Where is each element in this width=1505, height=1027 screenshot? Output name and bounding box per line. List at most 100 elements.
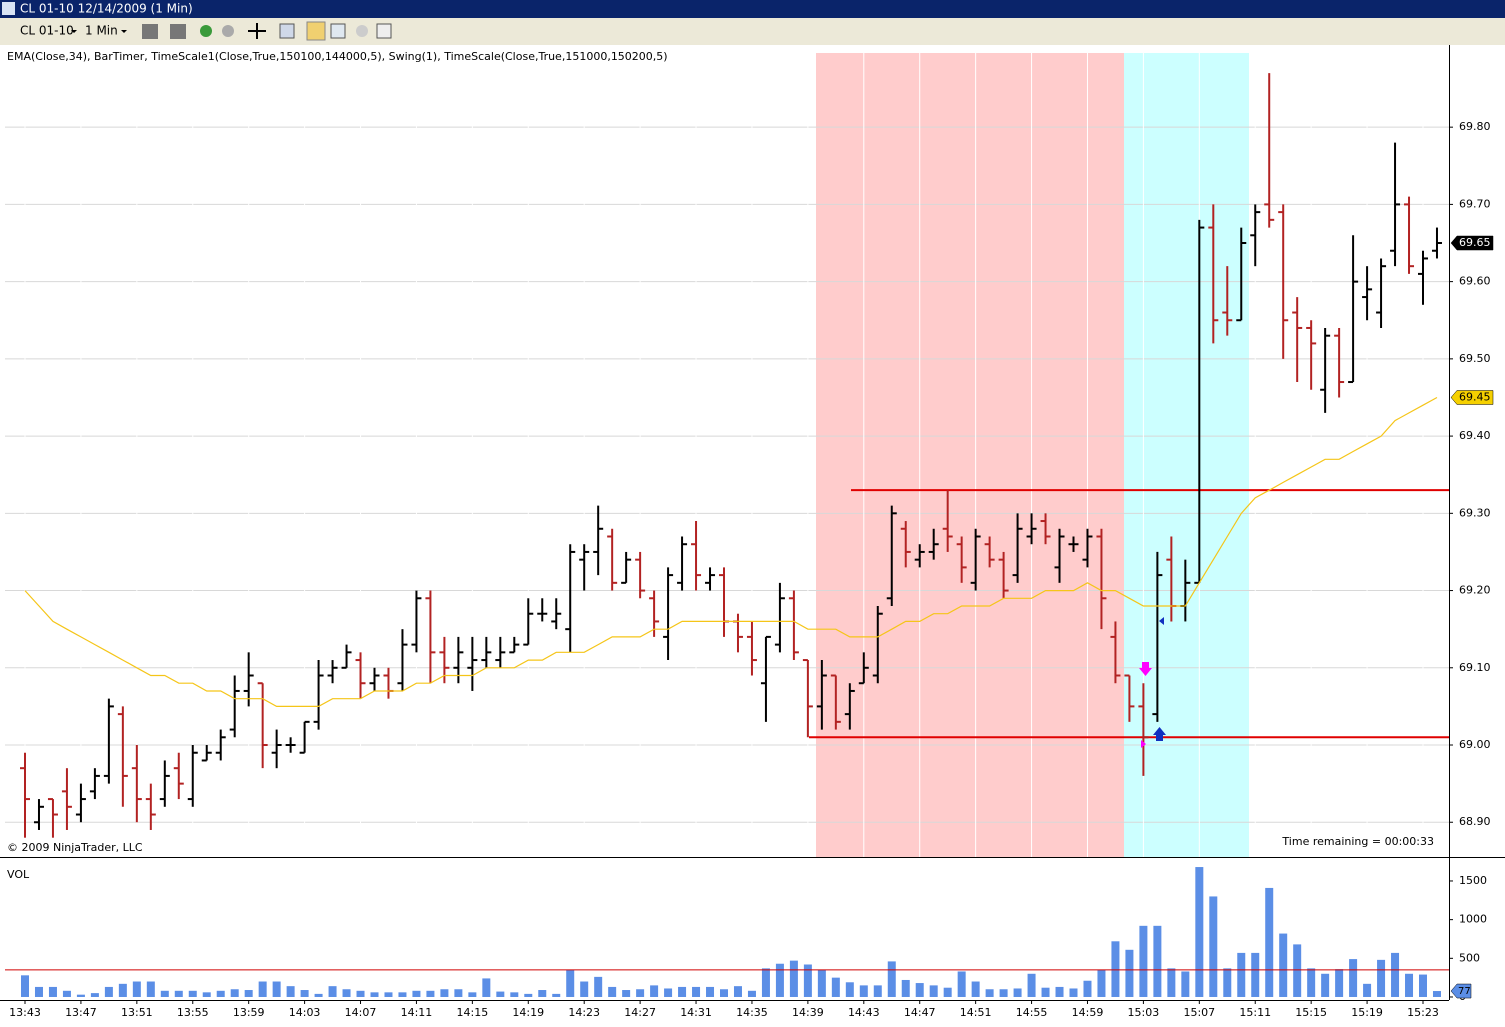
- volume-bar: [48, 986, 57, 997]
- x-tick-label: 13:59: [233, 1006, 265, 1019]
- volume-bar: [1153, 925, 1162, 997]
- volume-bar: [1111, 941, 1120, 997]
- x-tick-label: 15:19: [1351, 1006, 1383, 1019]
- interval-select[interactable]: 1 Min: [85, 24, 118, 38]
- volume-bar: [300, 990, 309, 997]
- record-button[interactable]: [356, 25, 368, 37]
- x-tick-label: 14:55: [1016, 1006, 1048, 1019]
- volume-bar: [62, 990, 71, 997]
- entry-arrow: [1153, 727, 1166, 741]
- volume-bar: [650, 985, 659, 997]
- volume-bar: [1265, 887, 1274, 997]
- y-tick-label: 1500: [1459, 874, 1487, 887]
- y-tick-label: 69.20: [1459, 584, 1491, 597]
- volume-bar: [1432, 991, 1441, 997]
- strategy-button[interactable]: [306, 21, 326, 41]
- indicator-list: EMA(Close,34), BarTimer, TimeScale1(Clos…: [7, 50, 668, 63]
- volume-bar: [775, 963, 784, 997]
- volume-bar: [859, 985, 868, 997]
- volume-bar: [664, 988, 673, 997]
- toolbar-buttons: [142, 21, 392, 41]
- draw-button[interactable]: [170, 24, 186, 39]
- y-tick-label: 69.60: [1459, 275, 1491, 288]
- x-tick-label: 14:43: [848, 1006, 880, 1019]
- volume-panel: 05001000150013:4313:4713:5113:5513:5914:…: [5, 867, 1487, 1019]
- volume-bar: [174, 990, 183, 997]
- volume-bar: [845, 982, 854, 997]
- volume-bar: [1391, 952, 1400, 997]
- x-tick-label: 14:27: [624, 1006, 656, 1019]
- volume-bar: [901, 979, 910, 997]
- volume-bar: [692, 986, 701, 997]
- bar-type-button[interactable]: [142, 24, 158, 39]
- volume-bar: [747, 990, 756, 997]
- crosshair-button[interactable]: [248, 23, 266, 39]
- y-tick-label: 69.10: [1459, 661, 1491, 674]
- x-tick-label: 14:35: [736, 1006, 768, 1019]
- x-tick-label: 13:43: [9, 1006, 41, 1019]
- volume-bar: [342, 989, 351, 997]
- ema-line: [24, 396, 1438, 707]
- y-tick-label: 69.70: [1459, 197, 1491, 210]
- ema-price-label-box: [1450, 390, 1494, 405]
- volume-bar: [873, 985, 882, 997]
- volume-bar: [971, 981, 980, 997]
- x-tick-label: 14:11: [401, 1006, 433, 1019]
- volume-bar: [538, 990, 547, 997]
- volume-bar: [370, 992, 379, 997]
- zoom-in-button[interactable]: [200, 25, 212, 37]
- volume-bar: [957, 971, 966, 997]
- price-panel: 68.90 69.00 69.10 69.20 69.30 69.40 69.50 69.60…: [5, 53, 1494, 857]
- volume-bar: [34, 986, 43, 997]
- volume-bar: [1419, 974, 1427, 997]
- volume-bar: [1055, 986, 1064, 997]
- volume-label: VOL: [7, 868, 30, 881]
- volume-bar: [985, 989, 994, 997]
- volume-bar: [440, 989, 449, 997]
- volume-bar: [622, 990, 631, 997]
- zoom-out-button[interactable]: [222, 25, 234, 37]
- x-tick-label: 14:19: [512, 1006, 544, 1019]
- volume-bar: [803, 964, 812, 997]
- dropdown-arrow: [121, 30, 127, 33]
- volume-bar: [1209, 896, 1218, 997]
- x-tick-label: 14:03: [289, 1006, 321, 1019]
- volume-bar: [733, 986, 742, 997]
- x-tick-label: 14:51: [960, 1006, 992, 1019]
- properties-button[interactable]: [279, 23, 295, 39]
- volume-bar: [244, 990, 253, 997]
- volume-bar: [132, 981, 141, 997]
- volume-bar: [943, 987, 952, 997]
- volume-bar: [1335, 969, 1344, 997]
- volume-bar: [314, 993, 323, 997]
- indicator-button[interactable]: [330, 23, 346, 39]
- volume-bar: [1405, 973, 1414, 997]
- volume-bar: [202, 992, 211, 997]
- volume-bar: [720, 989, 728, 997]
- volume-bar: [929, 985, 938, 997]
- last-volume-box: [1450, 983, 1472, 999]
- volume-bar: [286, 986, 295, 997]
- volume-bar: [608, 986, 617, 997]
- x-tick-label: 14:07: [345, 1006, 377, 1019]
- volume-bar: [1167, 968, 1176, 997]
- volume-bar: [761, 968, 770, 997]
- volume-bar: [1237, 952, 1246, 997]
- x-tick-label: 15:07: [1183, 1006, 1215, 1019]
- x-tick-label: 13:47: [65, 1006, 97, 1019]
- x-tick-label: 15:15: [1295, 1006, 1327, 1019]
- volume-bar: [384, 992, 393, 997]
- window-title: CL 01-10 12/14/2009 (1 Min): [20, 2, 193, 16]
- volume-bar: [1349, 959, 1358, 997]
- instrument-select[interactable]: CL 01-10: [20, 24, 74, 38]
- chart-area: [0, 45, 1505, 1023]
- x-tick-label: 14:31: [680, 1006, 712, 1019]
- timescale-region: [1124, 53, 1249, 857]
- x-tick-label: 13:51: [121, 1006, 153, 1019]
- data-box-button[interactable]: [376, 23, 392, 39]
- volume-bar: [1027, 973, 1036, 997]
- volume-bar: [1083, 980, 1092, 997]
- volume-bar: [118, 983, 127, 997]
